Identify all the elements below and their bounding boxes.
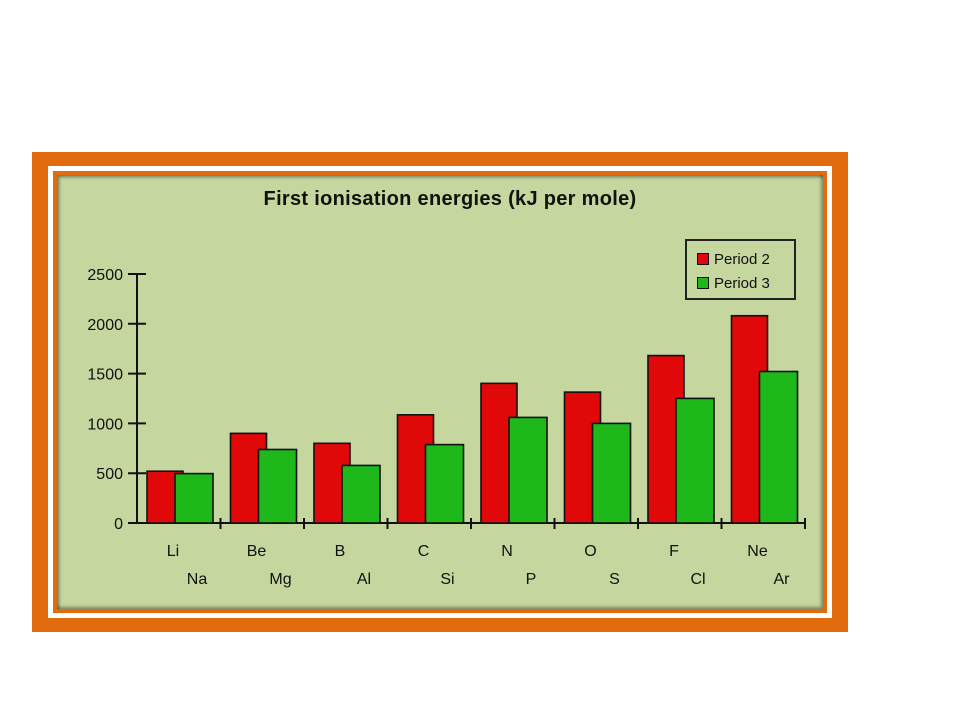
x-label-period-3: Al [357, 571, 371, 588]
legend: Period 2 Period 3 [685, 239, 796, 300]
y-tick-label: 0 [114, 516, 123, 533]
legend-label: Period 2 [714, 250, 770, 268]
y-tick-label: 2500 [87, 267, 123, 284]
x-label-period-2: F [669, 543, 679, 560]
x-label-period-3: Ar [774, 571, 791, 588]
x-label-period-3: Cl [690, 571, 705, 588]
bar-period-3 [675, 397, 715, 524]
bar-period-3 [591, 422, 632, 524]
x-label-period-2: O [584, 543, 596, 560]
y-tick-label: 500 [96, 466, 123, 483]
white-matte: First ionisation energies (kJ per mole) … [48, 166, 832, 618]
inner-orange-line: First ionisation energies (kJ per mole) … [53, 171, 827, 613]
x-label-period-3: Mg [269, 571, 291, 588]
y-tick-label: 1500 [87, 367, 123, 384]
legend-swatch-green [697, 277, 709, 289]
y-tick-label: 2000 [87, 317, 123, 334]
x-label-period-2: Ne [747, 543, 768, 560]
x-label-period-3: S [609, 571, 620, 588]
bar-period-3 [758, 370, 799, 524]
bar-period-3 [341, 464, 381, 524]
bar-period-3 [257, 448, 298, 524]
legend-item-period-3: Period 3 [697, 271, 794, 295]
bar-period-3 [174, 472, 214, 524]
x-label-period-2: N [501, 543, 513, 560]
x-label-period-2: B [335, 543, 346, 560]
bar-period-3 [508, 416, 548, 524]
legend-swatch-red [697, 253, 709, 265]
orange-frame: First ionisation energies (kJ per mole) … [32, 152, 848, 632]
y-tick-label: 1000 [87, 416, 123, 433]
chart-title: First ionisation energies (kJ per mole) [263, 188, 637, 210]
x-label-period-3: P [526, 571, 537, 588]
bar-period-3 [424, 443, 465, 524]
x-label-period-2: Be [247, 543, 267, 560]
legend-item-period-2: Period 2 [697, 247, 794, 271]
x-label-period-3: Si [440, 571, 454, 588]
x-label-period-2: C [418, 543, 430, 560]
x-label-period-2: Li [167, 543, 179, 560]
chart-panel: First ionisation energies (kJ per mole) … [57, 175, 823, 609]
x-label-period-3: Na [187, 571, 208, 588]
legend-label: Period 3 [714, 274, 770, 292]
